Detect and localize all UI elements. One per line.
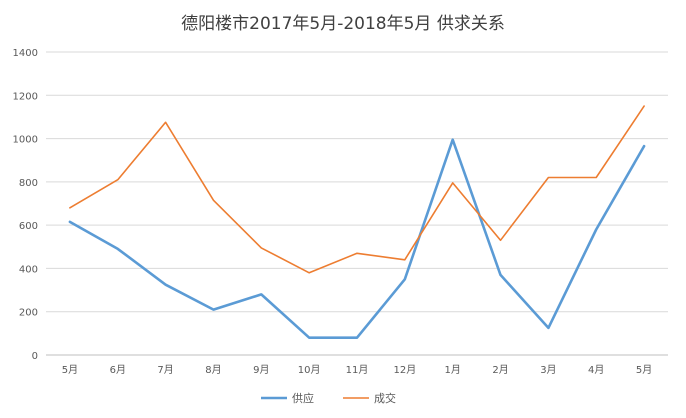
x-tick-label: 11月 [346,364,369,376]
x-tick-label: 2月 [492,364,508,376]
x-tick-label: 1月 [445,364,461,376]
gridlines [46,51,668,356]
y-tick-label: 0 [32,351,38,362]
x-tick-label: 8月 [205,364,221,376]
y-tick-label: 1000 [13,135,38,146]
y-tick-label: 1200 [13,91,38,102]
y-tick-label: 400 [19,264,38,275]
y-tick-label: 600 [19,221,38,232]
x-tick-label: 10月 [298,364,321,376]
legend: 供应 成交 [261,391,396,405]
x-tick-label: 6月 [110,364,126,376]
y-axis-ticks: 0 200 400 600 800 1000 1200 1400 [13,48,38,362]
x-tick-label: 5月 [62,364,78,376]
x-axis-ticks: 5月 6月 7月 8月 9月 10月 11月 12月 1月 2月 3月 4月 5月 [62,364,653,376]
x-tick-label: 3月 [540,364,556,376]
legend-label: 成交 [374,391,396,405]
series-line-transaction [69,105,645,274]
series-line-supply [68,138,646,340]
chart-title: 德阳楼市2017年5月-2018年5月 供求关系 [181,14,505,34]
y-tick-label: 1400 [13,48,38,59]
x-tick-label: 7月 [157,364,173,376]
series-lines [68,105,646,340]
x-tick-label: 4月 [588,364,604,376]
x-tick-label: 12月 [393,364,416,376]
x-tick-label: 5月 [636,364,652,376]
y-tick-label: 800 [19,178,38,189]
legend-label: 供应 [292,391,314,405]
y-tick-label: 200 [19,308,38,319]
x-tick-label: 9月 [253,364,269,376]
